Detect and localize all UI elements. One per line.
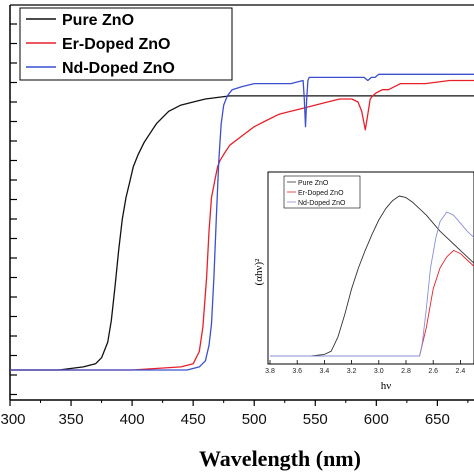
main-y-ticks	[10, 23, 17, 396]
main-plot-frame	[9, 4, 474, 401]
inset-legend-label-er-doped-zno: Er-Doped ZnO	[298, 190, 344, 197]
legend-label-pure-zno: Pure ZnO	[62, 12, 134, 29]
main-x-tick-label: 500	[242, 411, 267, 428]
inset-x-tick-label: 3.6	[292, 368, 302, 375]
main-x-tick-label: 400	[120, 411, 145, 428]
main-legend-box	[19, 7, 233, 81]
main-x-tick-label: 550	[303, 411, 328, 428]
inset-x-tick-label: 2.8	[401, 368, 411, 375]
main-x-tick-label: 350	[59, 411, 84, 428]
main-x-tick-label: 600	[364, 411, 389, 428]
main-series-lines	[10, 73, 474, 371]
inset-series-line-2	[270, 211, 474, 357]
inset-series-line-0	[270, 195, 474, 357]
legend-label-nd-doped-zno: Nd-Doped ZnO	[62, 60, 175, 77]
main-x-tick-label: 650	[425, 411, 450, 428]
inset-series-lines	[270, 195, 474, 357]
inset-x-tick-label: 2.6	[428, 368, 438, 375]
inset-x-tick-label: 3.8	[265, 368, 275, 375]
inset-x-tick-label: 2.4	[456, 368, 466, 375]
inset-legend-label-pure-zno: Pure ZnO	[298, 180, 329, 187]
legend-label-er-doped-zno: Er-Doped ZnO	[62, 36, 170, 53]
inset-x-tick-label: 3.0	[374, 368, 384, 375]
main-series-line-1	[10, 79, 474, 371]
main-x-tick-label: 450	[181, 411, 206, 428]
main-series-line-2	[10, 73, 474, 371]
main-x-ticks: 300 350 400 450 500 550 600 650	[0, 400, 469, 428]
inset-x-tick-label: 3.4	[320, 368, 330, 375]
main-series-line-0	[10, 95, 474, 371]
main-legend: Pure ZnO Er-Doped ZnO Nd-Doped ZnO	[19, 7, 233, 81]
inset-x-ticks: 3.8 3.6 3.4 3.2 3.0 2.8 2.6 2.4	[265, 360, 465, 375]
inset-legend-box	[283, 175, 361, 209]
inset-x-axis-label: hν	[381, 380, 392, 392]
inset-plot: 3.8 3.6 3.4 3.2 3.0 2.8 2.6 2.4 Pure ZnO Er-Dop…	[253, 171, 474, 392]
main-x-axis-label: Wavelength (nm)	[199, 446, 361, 471]
inset-legend-label-nd-doped-zno: Nd-Doped ZnO	[298, 200, 346, 207]
inset-legend: Pure ZnO Er-Doped ZnO Nd-Doped ZnO	[283, 175, 361, 209]
inset-x-tick-label: 3.2	[347, 368, 357, 375]
inset-y-axis-label: (αhν)²	[253, 258, 265, 286]
main-x-tick-label: 300	[0, 411, 25, 428]
